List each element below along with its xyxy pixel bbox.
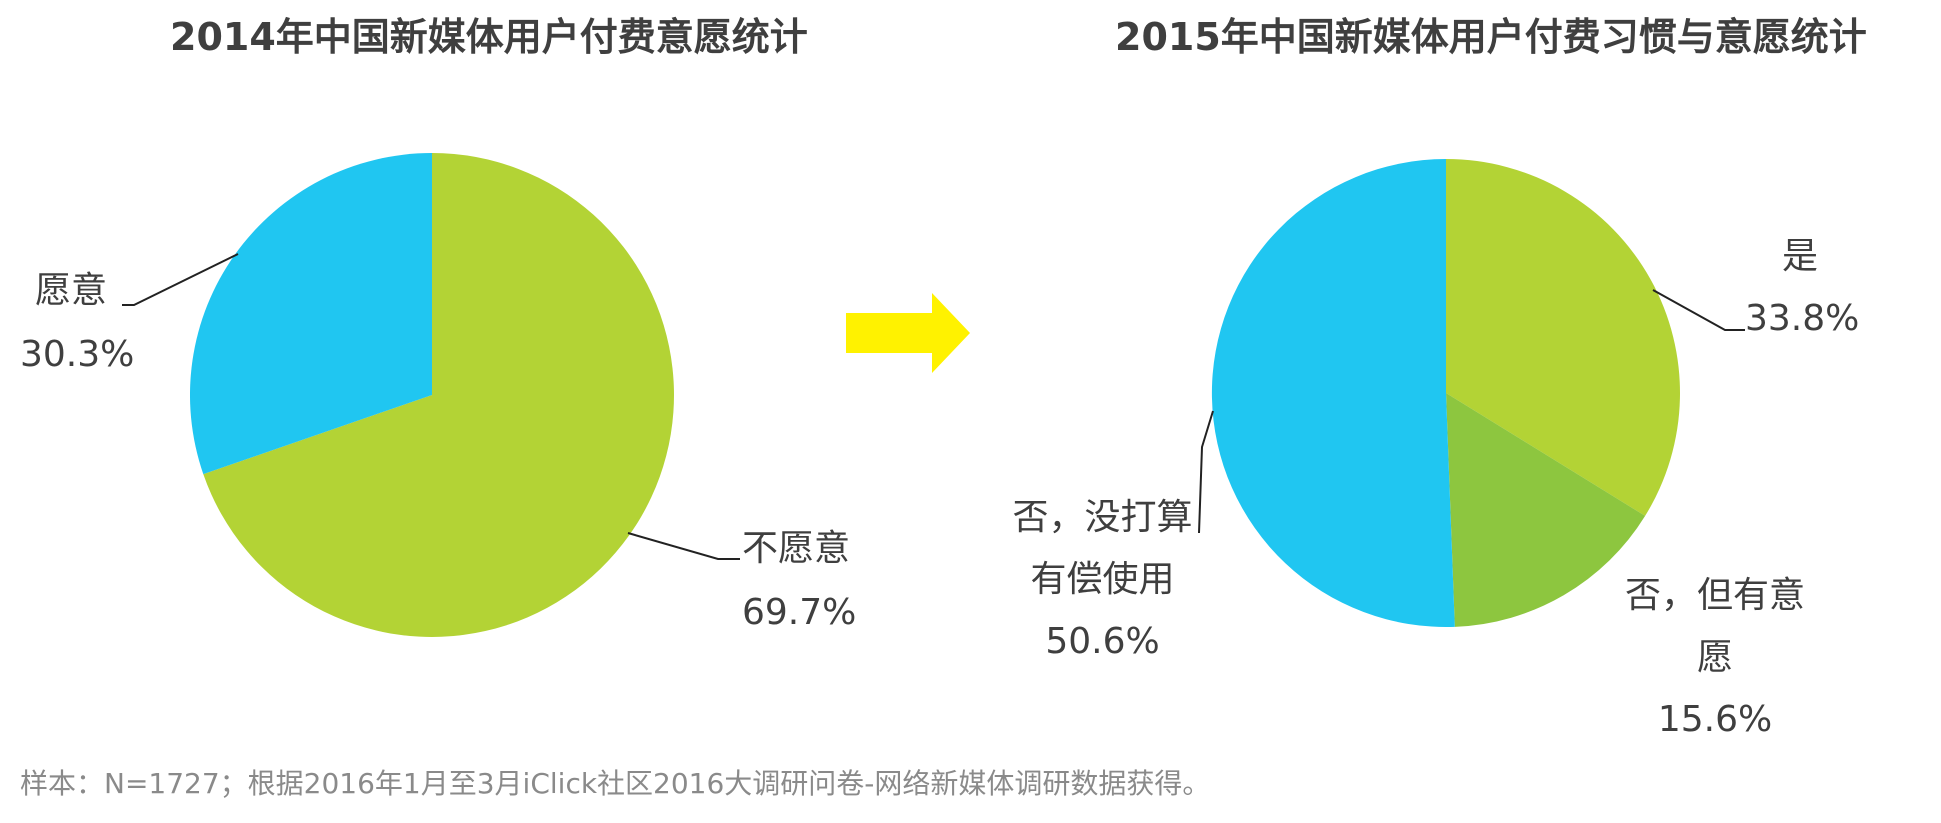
label-yes: 是 bbox=[1782, 236, 1819, 277]
leader-willing bbox=[122, 253, 239, 306]
pie-2015 bbox=[1211, 158, 1680, 627]
pie-2014 bbox=[189, 153, 674, 637]
leader-lines bbox=[122, 253, 1745, 560]
label-unwilling: 不愿意 bbox=[742, 528, 851, 569]
label-no-but-willing-line-2: 愿 bbox=[1696, 637, 1733, 678]
chart-title-2015: 2015年中国新媒体用户付费习惯与意愿统计 bbox=[1115, 15, 1867, 59]
footnote: 样本：N=1727；根据2016年1月至3月iClick社区2016大调研问卷-… bbox=[20, 767, 1211, 800]
label-no-but-willing: 否，但有意 愿 15.6% bbox=[1605, 565, 1825, 751]
pie-2015-slice-2 bbox=[1211, 158, 1455, 627]
label-no-plan: 否，没打算 有偿使用 50.6% bbox=[1000, 487, 1205, 673]
leader-yes bbox=[1652, 289, 1745, 331]
value-yes: 33.8% bbox=[1745, 298, 1860, 339]
arrow-right-icon bbox=[846, 293, 970, 373]
leader-unwilling bbox=[627, 532, 740, 560]
label-no-plan-line-2: 有偿使用 bbox=[1030, 559, 1175, 600]
pie-2015-slice-1 bbox=[1446, 393, 1646, 627]
pie-2015-slice-0 bbox=[1446, 159, 1680, 516]
pie-2014-slice-0 bbox=[203, 153, 674, 637]
label-no-plan-line-1: 否，没打算 bbox=[1012, 497, 1193, 538]
value-unwilling: 69.7% bbox=[742, 592, 857, 633]
value-willing: 30.3% bbox=[20, 334, 135, 375]
label-willing: 愿意 bbox=[35, 270, 108, 311]
pie-2014-slice-1 bbox=[189, 153, 432, 475]
leader-no-plan bbox=[1198, 410, 1214, 534]
chart-title-2014: 2014年中国新媒体用户付费意愿统计 bbox=[170, 15, 808, 59]
value-no-but-willing: 15.6% bbox=[1657, 699, 1773, 740]
value-no-plan: 50.6% bbox=[1045, 621, 1160, 662]
label-no-but-willing-line-1: 否，但有意 bbox=[1624, 575, 1805, 616]
